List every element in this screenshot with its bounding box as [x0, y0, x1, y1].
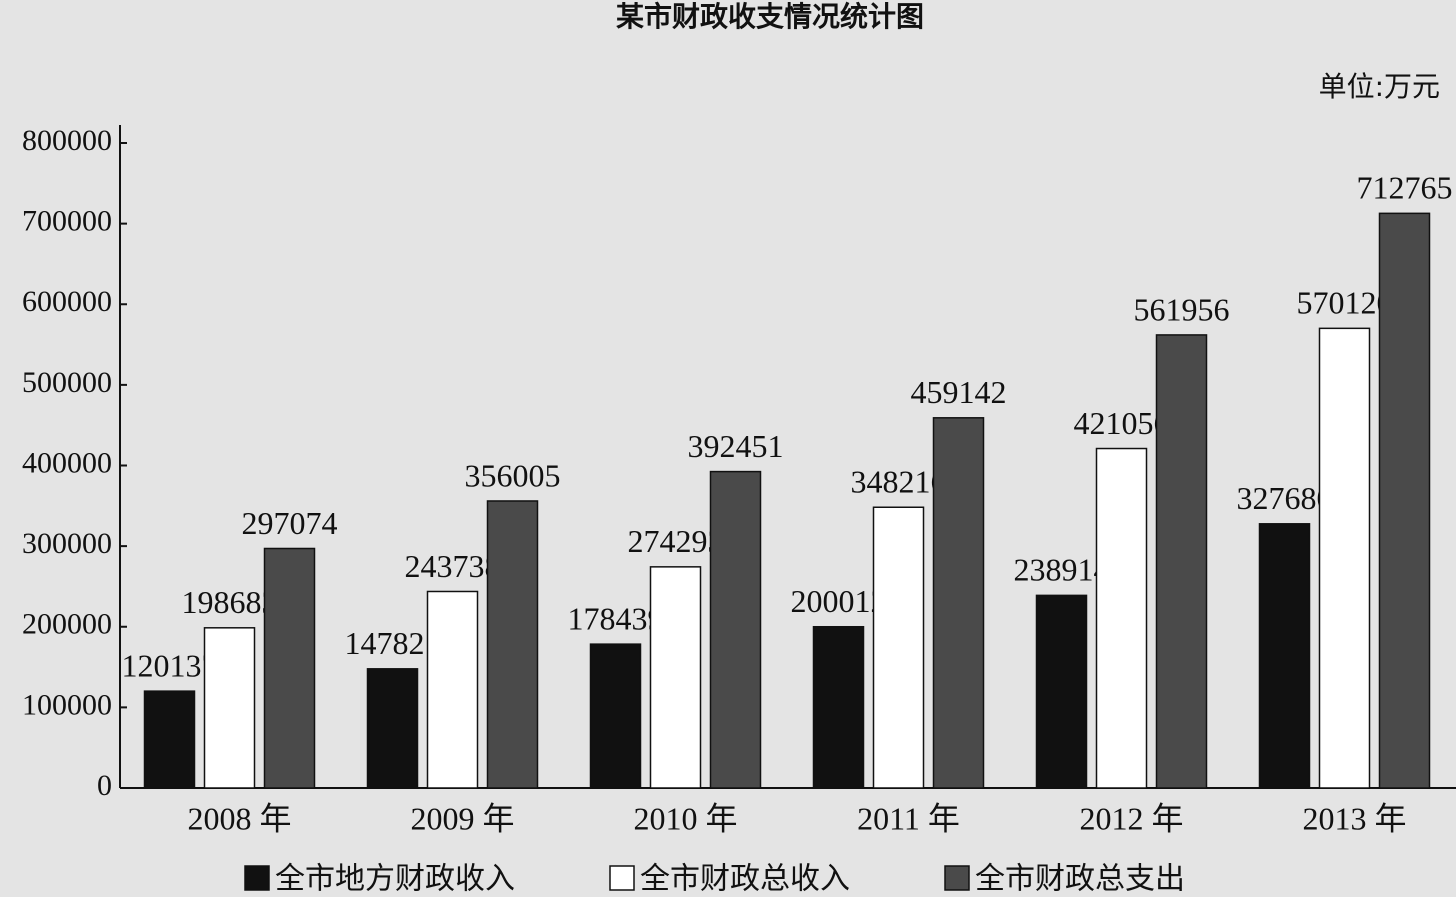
value-label: 348216	[851, 464, 947, 500]
value-label: 178439	[568, 600, 664, 636]
bar	[366, 668, 419, 789]
legend-swatch	[244, 865, 270, 891]
value-label: 198683	[182, 584, 278, 620]
bar	[143, 690, 196, 789]
y-tick-label: 400000	[22, 446, 112, 479]
x-tick-label: 2012 年	[1079, 800, 1183, 836]
x-tick-label: 2008 年	[187, 800, 291, 836]
y-tick-label: 0	[97, 769, 112, 802]
legend-swatch	[609, 865, 635, 891]
value-label: 327680	[1237, 480, 1333, 516]
bar	[872, 506, 925, 789]
bar	[1378, 212, 1431, 789]
value-label: 120137	[122, 647, 218, 683]
value-label: 147821	[345, 625, 441, 661]
chart-title: 某市财政收支情况统计图	[616, 0, 924, 33]
bar	[589, 643, 642, 789]
value-label: 243738	[405, 548, 501, 584]
bar	[1035, 594, 1088, 789]
bar	[263, 547, 316, 789]
value-label: 238914	[1014, 552, 1110, 588]
value-label: 712765	[1357, 170, 1453, 206]
bar	[812, 625, 865, 789]
y-tick-label: 600000	[22, 285, 112, 318]
value-label: 459142	[911, 374, 1007, 410]
bar	[203, 627, 256, 789]
y-tick-label: 800000	[22, 124, 112, 157]
value-label: 356005	[465, 457, 561, 493]
y-tick-label: 700000	[22, 205, 112, 238]
value-label: 421056	[1074, 405, 1170, 441]
value-label: 392451	[688, 428, 784, 464]
y-tick-label: 200000	[22, 608, 112, 641]
legend-label: 全市财政总支出	[975, 862, 1185, 897]
bar	[426, 590, 479, 789]
x-tick-label: 2009 年	[410, 800, 514, 836]
unit-label: 单位:万元	[1319, 70, 1440, 103]
bar	[1258, 523, 1311, 789]
y-tick-label: 500000	[22, 366, 112, 399]
legend-label: 全市财政总收入	[640, 862, 850, 897]
bar	[649, 566, 702, 789]
bar	[486, 500, 539, 789]
bar	[1095, 447, 1148, 789]
bar	[932, 417, 985, 789]
legend-swatch	[944, 865, 970, 891]
y-tick-label: 300000	[22, 527, 112, 560]
value-label: 297074	[242, 505, 338, 541]
x-tick-label: 2013 年	[1302, 800, 1406, 836]
legend-label: 全市地方财政收入	[275, 862, 515, 897]
value-label: 274293	[628, 523, 724, 559]
x-tick-label: 2011 年	[857, 800, 960, 836]
x-tick-label: 2010 年	[633, 800, 737, 836]
value-label: 561956	[1134, 291, 1230, 327]
bar	[1155, 334, 1208, 789]
value-label: 570120	[1297, 285, 1393, 321]
y-tick-label: 100000	[22, 688, 112, 721]
value-label: 200012	[791, 583, 887, 619]
bar	[1318, 327, 1371, 789]
bar	[709, 470, 762, 789]
